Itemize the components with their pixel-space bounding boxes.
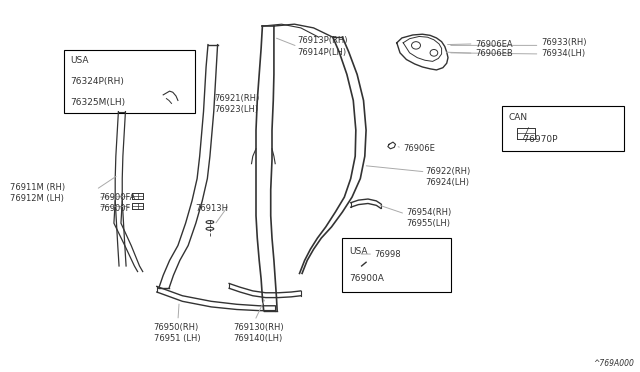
Bar — [342, 238, 451, 292]
Text: 76933(RH)
76934(LH): 76933(RH) 76934(LH) — [541, 38, 586, 58]
Text: 76906EA: 76906EA — [475, 40, 513, 49]
Text: 76906EB: 76906EB — [475, 49, 513, 58]
Text: USA: USA — [349, 247, 367, 256]
Text: 76922(RH)
76924(LH): 76922(RH) 76924(LH) — [426, 167, 471, 187]
Text: 76906E: 76906E — [403, 144, 435, 153]
Text: 76900F: 76900F — [99, 204, 131, 213]
Text: 76954(RH)
76955(LH): 76954(RH) 76955(LH) — [406, 208, 452, 228]
Text: 76900FA: 76900FA — [99, 193, 136, 202]
Text: 76324P(RH): 76324P(RH) — [70, 77, 124, 86]
Text: CAN: CAN — [509, 113, 528, 122]
Bar — [64, 50, 195, 113]
Text: 76911M (RH)
76912M (LH): 76911M (RH) 76912M (LH) — [10, 183, 65, 203]
Bar — [502, 106, 624, 151]
Text: 76913H: 76913H — [195, 204, 228, 213]
Text: 76913P(RH)
76914P(LH): 76913P(RH) 76914P(LH) — [298, 36, 348, 57]
Text: 76970P: 76970P — [509, 135, 557, 144]
Text: 769130(RH)
769140(LH): 769130(RH) 769140(LH) — [234, 323, 284, 343]
Text: 76900A: 76900A — [349, 274, 383, 283]
Text: 76950(RH)
76951 (LH): 76950(RH) 76951 (LH) — [154, 323, 200, 343]
Text: ^769A000: ^769A000 — [593, 359, 634, 368]
Text: 76998: 76998 — [374, 250, 401, 259]
Text: 76921(RH)
76923(LH): 76921(RH) 76923(LH) — [214, 94, 260, 114]
Text: 76325M(LH): 76325M(LH) — [70, 99, 125, 108]
Text: USA: USA — [70, 56, 89, 65]
